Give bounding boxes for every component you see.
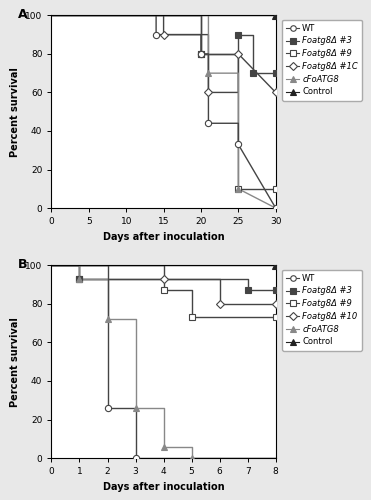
X-axis label: Days after inoculation: Days after inoculation [103, 482, 224, 492]
Legend: WT, Foatg8Δ #3, Foatg8Δ #9, Foatg8Δ #10, cFoATG8, Control: WT, Foatg8Δ #3, Foatg8Δ #9, Foatg8Δ #10,… [282, 270, 361, 350]
Y-axis label: Percent survival: Percent survival [10, 67, 20, 156]
Text: A: A [18, 8, 27, 20]
Text: B: B [18, 258, 27, 270]
Legend: WT, Foatg8Δ #3, Foatg8Δ #9, Foatg8Δ #1C, cFoATG8, Control: WT, Foatg8Δ #3, Foatg8Δ #9, Foatg8Δ #1C,… [282, 20, 362, 100]
Y-axis label: Percent survival: Percent survival [10, 317, 20, 406]
X-axis label: Days after inoculation: Days after inoculation [103, 232, 224, 241]
